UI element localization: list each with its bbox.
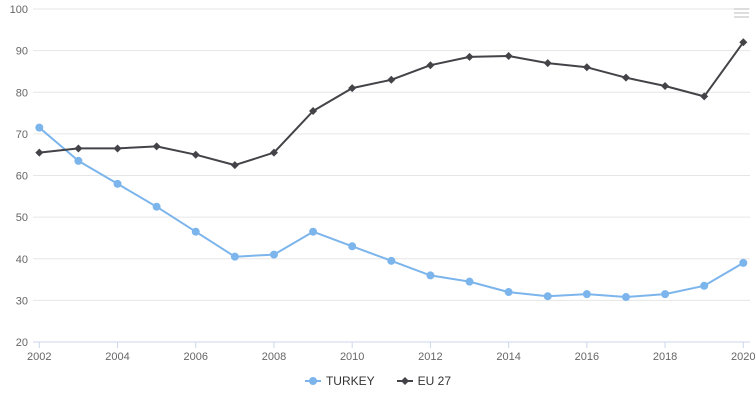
x-axis-tick-label: 2008 <box>262 351 286 363</box>
x-axis-tick-label: 2016 <box>575 351 599 363</box>
x-axis-tick-label: 2002 <box>27 351 51 363</box>
data-point-marker[interactable] <box>700 92 709 101</box>
data-point-marker[interactable] <box>387 75 396 84</box>
data-point-marker[interactable] <box>113 179 122 188</box>
data-point-marker[interactable] <box>348 242 357 251</box>
data-point-marker[interactable] <box>426 61 435 70</box>
data-point-marker[interactable] <box>739 258 748 267</box>
eu27-series-icon <box>396 377 413 385</box>
x-axis-tick-label: 2018 <box>653 351 677 363</box>
data-point-marker[interactable] <box>74 156 83 165</box>
data-point-marker[interactable] <box>543 292 552 301</box>
turkey-series-icon <box>304 377 321 385</box>
data-point-marker[interactable] <box>661 290 670 299</box>
data-point-marker[interactable] <box>113 144 122 153</box>
data-point-marker[interactable] <box>348 84 357 93</box>
data-point-marker[interactable] <box>74 144 83 153</box>
data-point-marker[interactable] <box>465 52 474 61</box>
x-axis-tick-label: 2014 <box>496 351 520 363</box>
y-axis-tick-label: 20 <box>16 337 28 349</box>
series-line-0 <box>38 126 745 298</box>
series-line-1 <box>38 41 745 167</box>
data-point-marker[interactable] <box>700 281 709 290</box>
legend-item-turkey[interactable]: TURKEY <box>304 374 375 388</box>
hamburger-icon[interactable] <box>734 5 750 21</box>
y-axis-tick-label: 40 <box>16 254 28 266</box>
data-point-marker[interactable] <box>191 150 200 159</box>
y-axis-tick-label: 90 <box>16 46 28 58</box>
y-axis-tick-label: 50 <box>16 212 28 224</box>
x-axis-tick-label: 2004 <box>105 351 129 363</box>
y-axis-tick-label: 80 <box>16 87 28 99</box>
data-point-marker[interactable] <box>152 142 161 151</box>
data-point-marker[interactable] <box>504 52 513 61</box>
x-axis-tick-label: 2012 <box>418 351 442 363</box>
y-axis-tick-label: 60 <box>16 171 28 183</box>
legend-label-turkey: TURKEY <box>325 374 375 388</box>
x-axis-tick-label: 2006 <box>184 351 208 363</box>
data-point-marker[interactable] <box>35 123 44 132</box>
data-point-marker[interactable] <box>621 73 630 82</box>
x-axis-tick-label: 2010 <box>340 351 364 363</box>
data-point-marker[interactable] <box>191 227 200 236</box>
data-point-marker[interactable] <box>387 256 396 265</box>
x-axis-tick-label: 2020 <box>731 351 755 363</box>
data-point-marker[interactable] <box>543 59 552 68</box>
legend-item-eu27[interactable]: EU 27 <box>396 374 452 388</box>
data-point-marker[interactable] <box>504 288 513 297</box>
data-point-marker[interactable] <box>426 271 435 280</box>
data-point-marker[interactable] <box>739 38 748 47</box>
data-point-marker[interactable] <box>309 106 318 115</box>
data-point-marker[interactable] <box>582 63 591 72</box>
y-axis-tick-label: 70 <box>16 129 28 141</box>
data-point-marker[interactable] <box>269 250 278 259</box>
y-axis-tick-label: 100 <box>10 4 28 16</box>
data-point-marker[interactable] <box>621 293 630 302</box>
data-point-marker[interactable] <box>230 161 239 170</box>
data-point-marker[interactable] <box>309 227 318 236</box>
data-point-marker[interactable] <box>152 202 161 211</box>
y-axis-tick-label: 30 <box>16 295 28 307</box>
data-point-marker[interactable] <box>661 82 670 91</box>
chart-legend: TURKEY EU 27 <box>0 374 756 388</box>
data-point-marker[interactable] <box>269 148 278 157</box>
data-point-marker[interactable] <box>582 290 591 299</box>
data-point-marker[interactable] <box>35 148 44 157</box>
legend-label-eu27: EU 27 <box>417 374 452 388</box>
data-point-marker[interactable] <box>230 252 239 261</box>
data-point-marker[interactable] <box>465 277 474 286</box>
